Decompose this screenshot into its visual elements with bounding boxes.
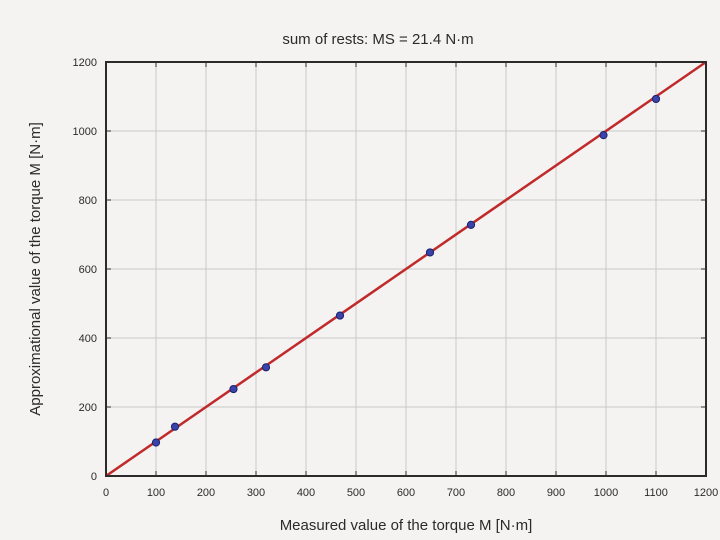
y-axis-ticks: 0 200 400 600 800 1000 1200: [73, 57, 706, 483]
x-tick-label: 200: [197, 487, 215, 499]
fit-line: [105, 60, 707, 478]
data-point: [261, 363, 271, 372]
data-point: [151, 438, 161, 447]
chart-title: sum of rests: MS = 21.4 N·m: [282, 31, 473, 48]
y-tick-label: 600: [79, 264, 97, 276]
y-tick-label: 200: [79, 402, 97, 414]
y-tick-label: 0: [91, 471, 97, 483]
y-tick-label: 1000: [73, 126, 97, 138]
x-tick-label: 800: [497, 487, 515, 499]
data-point: [651, 94, 661, 104]
y-tick-label: 1200: [73, 57, 97, 69]
x-tick-label: 900: [547, 487, 565, 499]
x-tick-label: 1200: [694, 487, 718, 499]
y-tick-label: 400: [79, 333, 97, 345]
data-point: [599, 131, 608, 140]
y-axis-label: Approximational value of the torque M [N…: [27, 122, 44, 415]
data-point: [170, 422, 180, 431]
data-point: [229, 384, 238, 394]
x-tick-label: 0: [103, 487, 109, 499]
x-tick-label: 1100: [644, 487, 668, 499]
x-tick-label: 100: [147, 487, 165, 499]
x-tick-label: 500: [347, 487, 365, 499]
x-tick-label: 400: [297, 487, 315, 499]
x-tick-label: 300: [247, 487, 265, 499]
data-points: [151, 94, 661, 447]
data-point: [425, 248, 435, 257]
x-tick-label: 1000: [594, 487, 618, 499]
data-point: [335, 311, 345, 320]
x-axis-ticks: 0 100 200 300 400 500 600 700 800 900 1000 1100 1200: [103, 62, 718, 499]
x-tick-label: 600: [397, 487, 415, 499]
x-tick-label: 700: [447, 487, 465, 499]
x-axis-label: Measured value of the torque M [N·m]: [280, 517, 533, 534]
fit-line-layer: [105, 60, 707, 478]
data-point: [466, 220, 476, 229]
y-tick-label: 800: [79, 195, 97, 207]
